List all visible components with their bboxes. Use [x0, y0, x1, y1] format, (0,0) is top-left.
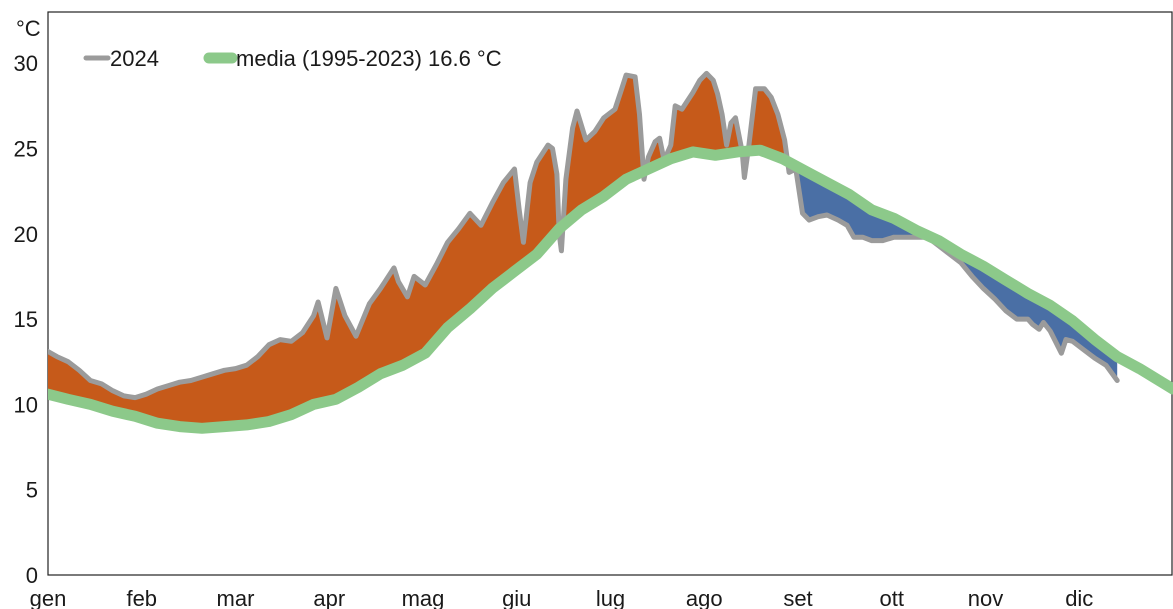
- x-tick-label: dic: [1065, 586, 1093, 609]
- x-tick-label: lug: [596, 586, 625, 609]
- anomaly-above-area: [48, 73, 1118, 429]
- anomaly-below-area: [48, 150, 1118, 429]
- y-tick-label: 10: [14, 392, 38, 417]
- series-2024-line: [48, 70, 1120, 401]
- x-tick-label: mar: [217, 586, 255, 609]
- x-tick-label: ott: [880, 586, 904, 609]
- y-tick-label: 15: [14, 307, 38, 332]
- legend-label-media: media (1995-2023) 16.6 °C: [236, 46, 502, 71]
- x-tick-label: gen: [30, 586, 67, 609]
- y-tick-label: 5: [26, 478, 38, 503]
- y-unit-label: °C: [16, 16, 41, 41]
- x-tick-label: set: [783, 586, 812, 609]
- plot-area: [47, 11, 1173, 576]
- y-tick-label: 20: [14, 222, 38, 247]
- series-media-line: [48, 144, 1173, 434]
- x-tick-label: feb: [126, 586, 157, 609]
- x-tick-label: ago: [686, 586, 723, 609]
- x-tick-label: apr: [313, 586, 345, 609]
- y-tick-label: 25: [14, 136, 38, 161]
- y-tick-label: 0: [26, 563, 38, 588]
- legend: 2024 media (1995-2023) 16.6 °C: [83, 46, 502, 71]
- legend-label-2024: 2024: [110, 46, 159, 71]
- y-tick-label: 30: [14, 51, 38, 76]
- x-tick-label: nov: [968, 586, 1003, 609]
- x-tick-label: giu: [502, 586, 531, 609]
- x-tick-label: mag: [402, 586, 445, 609]
